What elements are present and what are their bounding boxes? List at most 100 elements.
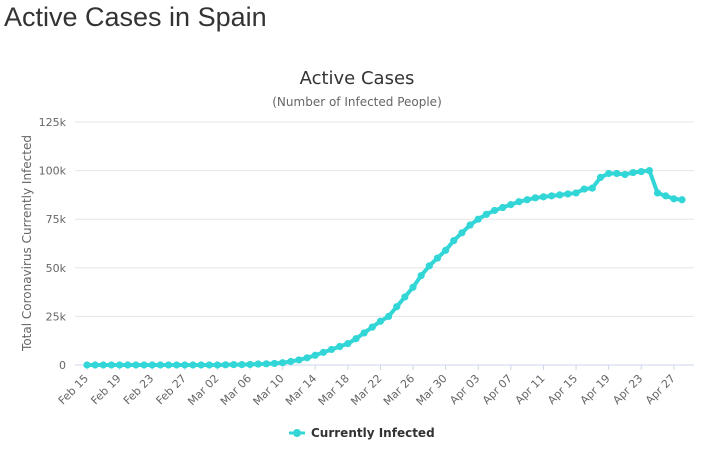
data-point[interactable]	[376, 317, 385, 325]
data-point[interactable]	[181, 361, 189, 369]
x-tick-label: Feb 15	[56, 372, 91, 407]
data-point[interactable]	[140, 361, 148, 369]
data-point[interactable]	[417, 271, 425, 280]
data-point[interactable]	[99, 361, 107, 369]
y-tick-label: 50k	[46, 262, 67, 275]
x-tick-label: Mar 06	[218, 372, 254, 408]
x-tick-label: Apr 11	[513, 372, 548, 407]
data-point[interactable]	[662, 192, 670, 200]
data-point[interactable]	[270, 359, 279, 368]
data-point[interactable]	[303, 354, 311, 362]
x-tick-label: Mar 18	[316, 372, 352, 408]
data-point[interactable]	[156, 361, 164, 369]
x-tick-label: Feb 23	[121, 372, 156, 407]
x-tick-label: Mar 10	[250, 372, 286, 408]
data-point[interactable]	[605, 169, 613, 178]
data-point[interactable]	[433, 254, 442, 262]
data-point[interactable]	[547, 192, 556, 200]
x-tick-label: Mar 02	[185, 372, 221, 408]
data-point[interactable]	[637, 167, 645, 176]
data-point[interactable]	[164, 361, 173, 369]
data-point[interactable]	[327, 345, 336, 354]
data-point[interactable]	[83, 361, 91, 369]
x-tick-label: Mar 30	[414, 372, 450, 408]
data-point[interactable]	[425, 262, 433, 270]
data-point[interactable]	[580, 185, 588, 193]
x-tick-label: Apr 19	[578, 372, 613, 407]
data-point[interactable]	[629, 168, 637, 177]
data-point[interactable]	[368, 323, 376, 331]
series-currently-infected	[83, 167, 686, 369]
data-point[interactable]	[213, 361, 222, 369]
chart-subtitle: (Number of Infected People)	[272, 95, 442, 109]
page-title: Active Cases in Spain	[4, 2, 267, 32]
data-point[interactable]	[450, 236, 458, 245]
data-point[interactable]	[564, 190, 572, 198]
x-tick-label: Feb 19	[88, 372, 123, 407]
x-tick-label: Apr 27	[643, 372, 678, 407]
data-point[interactable]	[262, 360, 270, 368]
data-point[interactable]	[107, 361, 116, 369]
data-point[interactable]	[173, 361, 181, 369]
data-point[interactable]	[132, 361, 140, 369]
y-tick-label: 125k	[39, 116, 67, 129]
data-point[interactable]	[458, 229, 466, 237]
x-tick-label: Apr 15	[545, 372, 580, 407]
data-point[interactable]	[393, 303, 401, 311]
data-point[interactable]	[238, 361, 246, 369]
data-point[interactable]	[91, 361, 99, 369]
data-point[interactable]	[588, 184, 596, 192]
data-point[interactable]	[572, 189, 580, 197]
data-point[interactable]	[189, 361, 197, 369]
legend[interactable]: Currently Infected	[289, 426, 435, 440]
data-point[interactable]	[336, 342, 344, 351]
y-tick-label: 0	[59, 359, 66, 372]
data-point[interactable]	[466, 221, 474, 229]
data-point[interactable]	[401, 293, 409, 301]
legend-label: Currently Infected	[311, 426, 435, 440]
legend-dot-marker	[293, 429, 301, 437]
data-point[interactable]	[670, 195, 678, 203]
data-point[interactable]	[221, 361, 230, 369]
data-point[interactable]	[613, 169, 621, 178]
data-point[interactable]	[148, 361, 156, 369]
data-point[interactable]	[621, 170, 629, 179]
data-point[interactable]	[678, 196, 686, 204]
data-point[interactable]	[279, 359, 287, 367]
data-point[interactable]	[499, 203, 507, 212]
data-point[interactable]	[205, 361, 213, 369]
data-point[interactable]	[474, 215, 482, 223]
data-point[interactable]	[490, 206, 499, 215]
x-tick-label: Apr 03	[447, 372, 482, 407]
data-point[interactable]	[384, 312, 393, 320]
data-point[interactable]	[352, 335, 360, 343]
data-point[interactable]	[523, 196, 531, 204]
data-point[interactable]	[442, 246, 450, 254]
x-tick-label: Mar 14	[283, 372, 319, 408]
data-point[interactable]	[295, 356, 303, 364]
data-point[interactable]	[124, 361, 132, 369]
data-point[interactable]	[311, 351, 319, 359]
data-point[interactable]	[531, 194, 539, 202]
chart-title: Active Cases	[300, 68, 415, 89]
data-point[interactable]	[539, 193, 548, 201]
x-tick-label: Mar 22	[348, 372, 384, 408]
data-point[interactable]	[360, 329, 368, 337]
data-point[interactable]	[409, 283, 417, 291]
y-axis-title: Total Coronavirus Currently Infected	[20, 135, 34, 352]
data-point[interactable]	[254, 360, 262, 368]
data-point[interactable]	[596, 173, 605, 182]
data-point[interactable]	[230, 361, 238, 369]
data-point[interactable]	[507, 201, 515, 209]
data-point[interactable]	[116, 361, 124, 369]
data-point[interactable]	[556, 191, 564, 199]
data-point[interactable]	[197, 361, 205, 369]
data-point[interactable]	[482, 210, 490, 218]
data-point[interactable]	[515, 198, 523, 206]
data-point[interactable]	[645, 167, 653, 175]
data-point[interactable]	[653, 189, 662, 197]
data-point[interactable]	[246, 360, 254, 369]
data-point[interactable]	[344, 340, 352, 348]
data-point[interactable]	[287, 357, 295, 366]
data-point[interactable]	[319, 348, 327, 356]
